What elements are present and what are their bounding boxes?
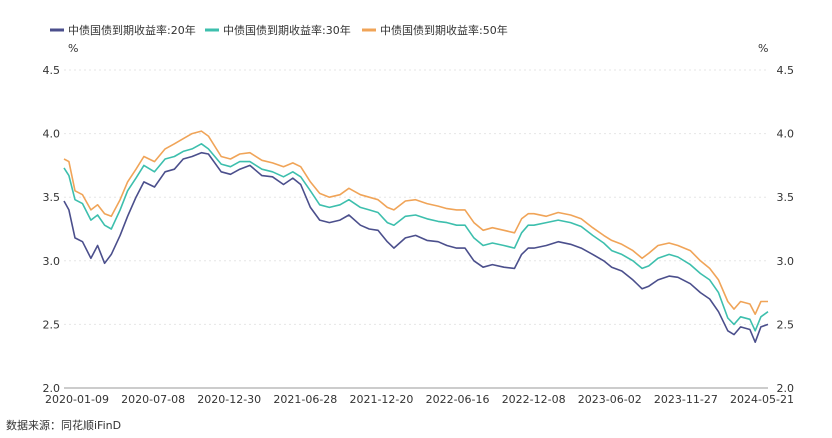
x-tick-label: 2022-12-08 [502,393,566,406]
y-tick-label-left: 3.5 [43,191,61,204]
y-axis-unit-right: % [758,42,768,55]
y-tick-label-right: 2.0 [777,382,795,395]
x-tick-label: 2020-12-30 [197,393,261,406]
y-tick-label-left: 4.0 [43,128,61,141]
y-tick-label-right: 4.0 [777,128,795,141]
x-tick-label: 2022-06-16 [426,393,490,406]
series-layer [63,130,769,343]
x-tick-label: 2023-06-02 [578,393,642,406]
legend-label: 中债国债到期收益率:50年 [380,23,508,37]
legend[interactable]: 中债国债到期收益率:20年 中债国债到期收益率:30年 中债国债到期收益率:50年 [50,23,508,37]
y-axis-unit-left: % [68,42,78,55]
y-tick-label-right: 4.5 [777,64,795,77]
y-tick-label-right: 3.5 [777,191,795,204]
series-line-30y [63,143,769,332]
x-tick-label: 2023-11-27 [654,393,718,406]
y-tick-label-right: 2.5 [777,318,795,331]
legend-label: 中债国债到期收益率:20年 [68,23,196,37]
y-tick-label-right: 3.0 [777,255,795,268]
y-tick-label-left: 3.0 [43,255,61,268]
y-tick-label-left: 4.5 [43,64,61,77]
legend-label: 中债国债到期收益率:30年 [223,23,351,37]
x-tick-label: 2021-06-28 [273,393,337,406]
source-note: 数据来源：同花顺iFinD [6,419,122,432]
y-tick-label-left: 2.5 [43,318,61,331]
series-line-50y [63,130,768,315]
grid-lines [64,69,768,325]
y-tick-label-left: 2.0 [43,382,61,395]
x-tick-label: 2021-12-20 [349,393,413,406]
x-tick-label: 2024-05-21 [730,393,794,406]
series-line-20y [63,151,769,343]
axes: 2.0 2.0 2.5 2.5 3.0 3.0 3.5 3.5 4.0 4.0 4.5 4.5% % 20… [43,42,795,406]
x-tick-label: 2020-07-08 [121,393,185,406]
x-tick-label: 2020-01-09 [45,393,109,406]
